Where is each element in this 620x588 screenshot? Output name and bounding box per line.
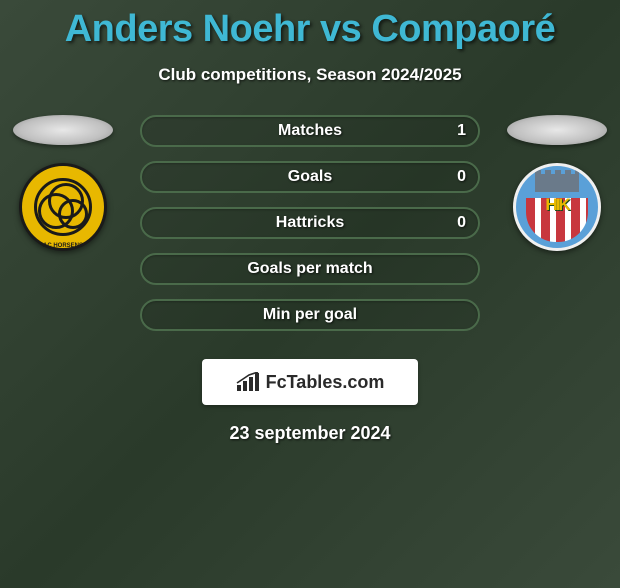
player-right-silhouette: [507, 115, 607, 145]
stat-row-matches: Matches 1: [140, 115, 480, 147]
stat-row-goals: Goals 0: [140, 161, 480, 193]
badge-left-label: AC HORSENS: [43, 243, 83, 249]
brand-label: FcTables.com: [266, 372, 385, 393]
player-left-column: AC HORSENS: [8, 115, 118, 251]
stat-row-hattricks: Hattricks 0: [140, 207, 480, 239]
date-label: 23 september 2024: [0, 423, 620, 444]
player-right-column: HIK: [502, 115, 612, 251]
club-badge-right: HIK: [513, 163, 601, 251]
brand-box[interactable]: FcTables.com: [202, 359, 418, 405]
stat-label: Min per goal: [263, 306, 357, 324]
stat-value-right: 0: [457, 168, 466, 186]
stat-label: Hattricks: [276, 214, 344, 232]
badge-right-castle-icon: [535, 174, 579, 192]
stat-label: Goals per match: [247, 260, 372, 278]
page-title: Anders Noehr vs Compaoré: [0, 8, 620, 51]
stat-value-right: 1: [457, 122, 466, 140]
stat-row-min-per-goal: Min per goal: [140, 299, 480, 331]
stat-label: Matches: [278, 122, 342, 140]
subtitle: Club competitions, Season 2024/2025: [0, 65, 620, 85]
badge-left-rings-icon: [34, 178, 92, 236]
stats-list: Matches 1 Goals 0 Hattricks 0 Goals per …: [140, 115, 480, 345]
stat-label: Goals: [288, 168, 332, 186]
club-badge-left: AC HORSENS: [19, 163, 107, 251]
stat-value-right: 0: [457, 214, 466, 232]
stat-row-goals-per-match: Goals per match: [140, 253, 480, 285]
badge-right-letters: HIK: [545, 195, 568, 215]
player-left-silhouette: [13, 115, 113, 145]
comparison-area: AC HORSENS HIK Matches 1 Goals 0 Hattric…: [0, 115, 620, 355]
brand-chart-icon: [236, 372, 260, 392]
